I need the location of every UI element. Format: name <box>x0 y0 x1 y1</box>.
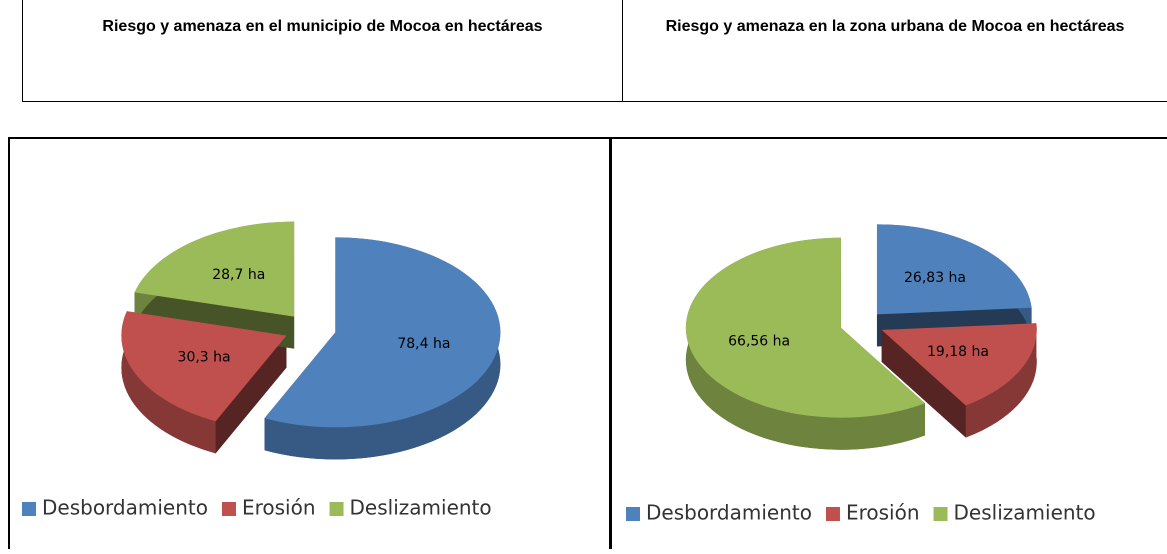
data-label: 19,18 ha <box>927 344 989 360</box>
legend-swatch <box>626 507 640 521</box>
chart: 26,83 ha 19,18 ha 66,56 ha Desbordamiento Er… <box>626 224 1096 525</box>
slice-rim <box>685 237 925 450</box>
legend-swatch <box>933 507 948 521</box>
legend-swatch <box>329 502 344 516</box>
slice-rim <box>264 237 501 460</box>
data-label: 66,56 ha <box>728 334 790 350</box>
legend-label: Erosión <box>846 501 920 525</box>
slice <box>876 224 1032 315</box>
slice <box>264 237 501 428</box>
slice <box>121 311 287 422</box>
slice-tops <box>121 221 501 428</box>
data-label: 78,4 ha <box>397 336 450 352</box>
legend-label: Erosión <box>242 496 316 520</box>
legend-label: Deslizamiento <box>350 496 492 520</box>
legend-label: Deslizamiento <box>954 501 1096 525</box>
legend-label: Desbordamiento <box>646 501 812 525</box>
chart-box: 78,4 ha 30,3 ha 28,7 ha Desbordamiento Erosi… <box>8 137 612 549</box>
data-label: 28,7 ha <box>212 267 265 283</box>
legend-swatch <box>825 507 840 521</box>
slice <box>134 221 295 317</box>
header-cell: Riesgo y amenaza en la zona urbana de Mo… <box>622 0 1167 102</box>
chart: 78,4 ha 30,3 ha 28,7 ha Desbordamiento Erosi… <box>22 221 501 520</box>
data-label: 30,3 ha <box>178 350 231 366</box>
legend-swatch <box>22 502 36 516</box>
header-cell: Riesgo y amenaza en el municipio de Moco… <box>22 0 623 102</box>
legend-label: Desbordamiento <box>42 496 208 520</box>
chart-box: 26,83 ha 19,18 ha 66,56 ha Desbordamiento Er… <box>612 137 1167 549</box>
slice <box>685 237 925 418</box>
chart-title: Riesgo y amenaza en el municipio de Moco… <box>102 18 543 35</box>
chart-title: Riesgo y amenaza en la zona urbana de Mo… <box>665 18 1125 35</box>
slice-tops <box>685 224 1037 418</box>
slice-edge <box>881 329 966 438</box>
slice-rim <box>965 323 1037 438</box>
data-label: 26,83 ha <box>904 270 966 286</box>
slice-edge <box>215 335 287 454</box>
slice-rim <box>121 311 216 454</box>
legend-swatch <box>221 502 236 516</box>
slice <box>881 323 1037 406</box>
